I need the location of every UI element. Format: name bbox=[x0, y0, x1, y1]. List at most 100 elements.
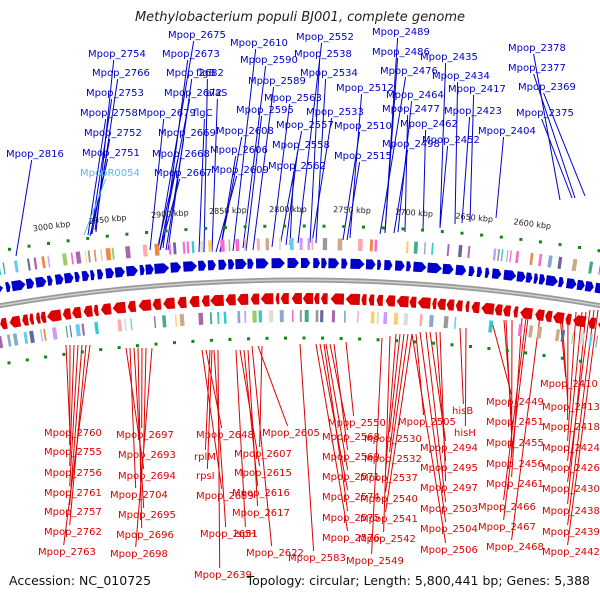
reverse-callout-line bbox=[567, 311, 577, 442]
reverse-gene-label: rplM bbox=[194, 452, 216, 463]
scale-tick-outer bbox=[578, 246, 581, 249]
cog-band-reverse bbox=[174, 314, 178, 327]
reverse-gene-label: ispH bbox=[234, 529, 256, 540]
scale-tick-inner bbox=[284, 336, 287, 340]
forward-callout-line bbox=[157, 40, 195, 251]
reverse-gene-arrow bbox=[321, 293, 328, 305]
scale-tick-inner bbox=[7, 361, 11, 365]
cog-band-reverse bbox=[279, 310, 284, 323]
forward-callout-line bbox=[533, 53, 561, 201]
cog-band-forward bbox=[446, 244, 450, 257]
cog-band-reverse bbox=[555, 329, 561, 342]
reverse-callout-line bbox=[329, 343, 349, 431]
reverse-gene-label: Mpop_2456 bbox=[486, 459, 544, 470]
forward-gene-label: Mpop_2534 bbox=[300, 68, 358, 79]
forward-callout-line bbox=[346, 161, 361, 241]
cog-band-reverse bbox=[571, 331, 575, 344]
forward-gene-label: Mpop_2758 bbox=[80, 108, 138, 119]
forward-callout-line bbox=[91, 138, 111, 235]
cog-band-reverse bbox=[292, 310, 294, 322]
scale-tick-outer bbox=[164, 229, 168, 233]
forward-gene-label: Mpop_2608 bbox=[216, 126, 274, 137]
kbp-label: 2700 kbp bbox=[395, 207, 433, 218]
forward-callout-line bbox=[393, 149, 409, 234]
cog-band-forward bbox=[322, 238, 328, 251]
forward-gene-label: Mpop_2609 bbox=[211, 165, 269, 176]
reverse-gene-arrow bbox=[409, 296, 417, 308]
reverse-callout-line bbox=[143, 347, 147, 449]
reverse-gene-label: Mpop_2449 bbox=[486, 397, 544, 408]
reverse-gene-label: Mpop_2622 bbox=[246, 548, 304, 559]
forward-gene-label: Mpop_2452 bbox=[422, 135, 480, 146]
cog-band-forward bbox=[2, 262, 6, 275]
cog-band-forward bbox=[458, 245, 463, 258]
forward-gene-arrow bbox=[365, 259, 376, 270]
forward-callout-line bbox=[83, 178, 107, 236]
cog-band-forward bbox=[41, 256, 46, 269]
forward-gene-arrow bbox=[154, 263, 170, 274]
reverse-callout-line bbox=[511, 315, 541, 541]
cog-band-reverse bbox=[223, 311, 227, 324]
forward-gene-label: Mpop_2533 bbox=[306, 107, 364, 118]
cog-band-reverse bbox=[304, 310, 309, 322]
map-title: Methylobacterium populi BJ001, complete … bbox=[134, 10, 466, 25]
scale-tick-inner bbox=[339, 337, 343, 340]
reverse-gene-label: Mpop_2413 bbox=[542, 402, 600, 413]
cog-band-forward bbox=[62, 253, 68, 266]
reverse-gene-arrow bbox=[127, 300, 137, 313]
reverse-gene-arrow bbox=[260, 293, 274, 305]
forward-callout-line bbox=[461, 116, 471, 224]
reverse-gene-label: Mpop_2537 bbox=[360, 473, 418, 484]
cog-band-forward bbox=[100, 248, 103, 261]
reverse-callout-line bbox=[371, 337, 383, 555]
reverse-gene-arrow bbox=[0, 317, 8, 330]
forward-gene-label: Mpop_2752 bbox=[84, 128, 142, 139]
reverse-gene-arrow bbox=[446, 299, 455, 311]
kbp-label: 2850 kbp bbox=[209, 206, 247, 216]
reverse-gene-label: Mpop_2430 bbox=[542, 484, 600, 495]
reverse-callout-line bbox=[323, 343, 349, 512]
reverse-callout-line bbox=[129, 347, 137, 489]
reverse-gene-label: Mpop_2530 bbox=[364, 434, 422, 445]
forward-gene-label: Mpop_2673 bbox=[162, 49, 220, 60]
forward-gene-label: Mpop_2668 bbox=[152, 149, 210, 160]
cog-band-forward bbox=[431, 242, 434, 255]
forward-gene-arrow bbox=[516, 271, 526, 282]
forward-callout-line bbox=[379, 76, 407, 235]
reverse-gene-label: Mpop_2504 bbox=[420, 524, 478, 535]
forward-gene-label: Mpop_2486 bbox=[372, 47, 430, 58]
cog-band-forward bbox=[220, 239, 225, 252]
reverse-gene-arrow bbox=[93, 304, 99, 316]
cog-band-reverse bbox=[258, 310, 263, 323]
forward-callout-line bbox=[15, 159, 33, 257]
reverse-gene-label: Mpop_2461 bbox=[486, 479, 544, 490]
cog-band-forward bbox=[547, 255, 553, 268]
cog-band-forward bbox=[492, 248, 497, 261]
forward-gene-arrow bbox=[468, 266, 475, 277]
forward-callout-line bbox=[245, 115, 263, 252]
reverse-gene-label: Mpop_2698 bbox=[110, 549, 168, 560]
forward-gene-arrow bbox=[105, 268, 115, 279]
reverse-gene-label: Mpop_2694 bbox=[118, 471, 176, 482]
scale-tick-inner bbox=[154, 342, 158, 346]
forward-callout-line bbox=[469, 94, 475, 223]
cog-band-reverse bbox=[40, 329, 43, 342]
reverse-gene-arrow bbox=[29, 313, 35, 325]
reverse-gene-arrow bbox=[250, 293, 260, 305]
cog-band-forward bbox=[75, 251, 82, 264]
reverse-gene-label: rpsI bbox=[196, 471, 215, 482]
scale-tick-outer bbox=[243, 225, 247, 229]
reverse-callout-line bbox=[325, 343, 349, 471]
cog-band-reverse bbox=[252, 310, 257, 323]
cog-band-forward bbox=[405, 241, 409, 254]
reverse-gene-arrow bbox=[553, 312, 565, 324]
cog-band-reverse bbox=[153, 316, 157, 329]
reverse-callout-line bbox=[247, 349, 259, 507]
reverse-gene-label: Mpop_2540 bbox=[360, 494, 418, 505]
kbp-label: 2800 kbp bbox=[269, 205, 307, 214]
cog-band-forward bbox=[299, 238, 303, 250]
reverse-gene-label: Mpop_2605 bbox=[262, 428, 320, 439]
reverse-gene-label: Mpop_2615 bbox=[234, 468, 292, 479]
reverse-callout-line bbox=[315, 343, 349, 532]
